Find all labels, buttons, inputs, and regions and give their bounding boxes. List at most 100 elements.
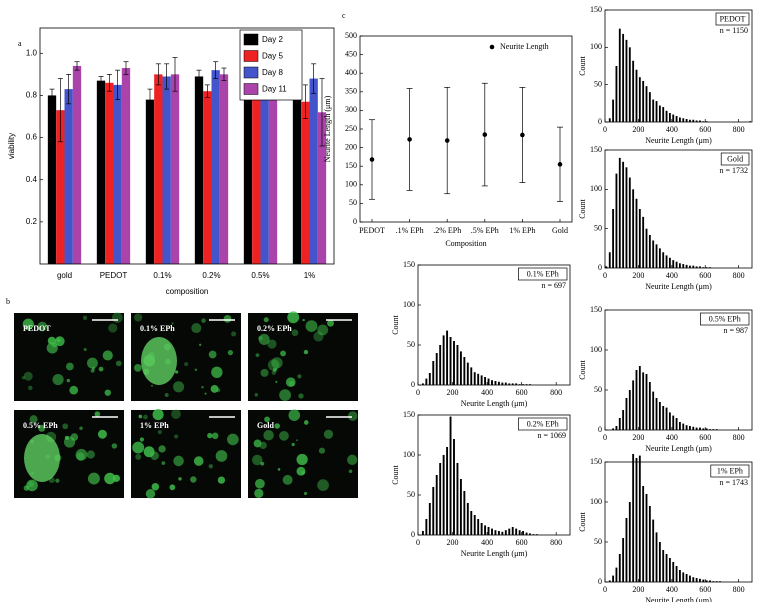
bar — [113, 84, 122, 265]
hist-bar — [463, 491, 466, 535]
hist-bar — [421, 383, 424, 385]
cell — [76, 452, 85, 461]
cell — [184, 362, 189, 367]
cell — [288, 409, 301, 421]
point — [520, 132, 525, 138]
cell — [271, 370, 277, 375]
bar — [252, 78, 261, 264]
cell — [227, 433, 239, 446]
hist-bar — [655, 244, 658, 268]
x-axis-label: Neurite Length (μm) — [645, 282, 712, 291]
hist-bar — [692, 265, 695, 268]
cell — [211, 432, 219, 440]
bar — [219, 74, 229, 264]
hist-title: 0.2% EPh — [527, 419, 559, 428]
cell — [318, 447, 326, 454]
hist-bar — [491, 528, 493, 535]
micrograph: 0.5% EPh — [14, 410, 124, 498]
hist-bar — [652, 99, 655, 122]
hist-bar — [484, 377, 487, 385]
hist-bar — [702, 428, 705, 430]
hist-bar — [695, 120, 698, 122]
x-tick-label: 0.2% — [202, 271, 220, 280]
cell — [51, 342, 57, 348]
histogram: 0 200 400 600 800 0 50 100 150 Count Neurite Lengt… — [578, 454, 753, 602]
cell — [288, 380, 295, 387]
y-tick-label: 0 — [598, 425, 602, 434]
cell — [227, 349, 234, 356]
cell — [295, 439, 299, 442]
cell — [267, 339, 277, 349]
hist-bar — [508, 528, 511, 535]
hist-bar — [632, 189, 635, 268]
legend-marker — [489, 44, 495, 50]
x-tick-label: 400 — [481, 538, 493, 547]
cell — [199, 343, 202, 346]
hist-bar — [618, 157, 621, 268]
x-axis-label: Neurite Length (μm) — [645, 136, 712, 145]
cell — [323, 429, 334, 439]
cell — [263, 429, 274, 441]
y-tick-label: 50 — [594, 385, 602, 394]
x-tick-label: 600 — [516, 388, 528, 397]
legend-box — [700, 312, 750, 326]
hist-bar — [668, 113, 671, 122]
y-axis-label: Count — [578, 359, 587, 379]
hist-bar — [632, 454, 635, 582]
hist-bar — [685, 425, 688, 430]
hist-bar — [442, 455, 445, 535]
hist-bar — [682, 264, 685, 268]
hist-bar — [504, 530, 507, 535]
x-tick-label: 200 — [447, 388, 459, 397]
hist-bar — [685, 119, 688, 122]
cell — [112, 474, 121, 482]
cell — [178, 477, 182, 481]
hist-bar — [675, 566, 678, 582]
hist-bar — [645, 86, 648, 122]
hist-title: 1% EPh — [717, 466, 743, 475]
cell — [21, 376, 26, 380]
y-tick-label: 150 — [590, 145, 602, 154]
hist-bar — [459, 479, 462, 535]
cell — [279, 389, 291, 401]
cell — [150, 451, 159, 461]
hist-bar — [662, 406, 665, 430]
hist-title: Gold — [727, 154, 743, 163]
x-tick-label: 600 — [699, 585, 711, 594]
hist-bar — [692, 577, 695, 582]
axes-frame — [604, 149, 753, 269]
hist-bar — [692, 119, 695, 122]
y-tick-label: 150 — [403, 410, 415, 419]
hist-bar — [652, 519, 655, 582]
cell — [135, 453, 142, 460]
legend-label: Neurite Length — [500, 42, 549, 51]
hist-bar — [699, 266, 701, 268]
histogram: 0 200 400 600 800 0 50 100 150 Count Neurite Lengt… — [391, 260, 571, 408]
hist-bar — [608, 252, 611, 268]
cell — [207, 432, 213, 439]
cell — [134, 364, 142, 372]
y-tick-label: 0 — [598, 577, 602, 586]
hist-bar — [692, 426, 695, 430]
hist-bar — [682, 423, 685, 430]
hist-bar — [695, 266, 698, 268]
cell — [171, 322, 174, 325]
x-tick-label: 400 — [481, 388, 493, 397]
y-tick-label: 0 — [353, 217, 357, 226]
cell — [97, 429, 107, 439]
cell — [52, 373, 64, 386]
hist-bar — [655, 101, 658, 122]
hist-bar — [432, 487, 435, 535]
x-tick-label: .1% EPh — [396, 226, 424, 235]
cell — [305, 320, 318, 332]
hist-bar — [625, 167, 628, 268]
y-tick-label: 150 — [403, 260, 415, 269]
hist-bar — [645, 494, 648, 582]
hist-title: PEDOT — [720, 14, 746, 23]
cell — [285, 377, 296, 388]
cell — [211, 366, 223, 378]
hist-bar — [658, 105, 661, 122]
hist-bar — [511, 527, 514, 535]
hist-bar — [642, 216, 645, 268]
